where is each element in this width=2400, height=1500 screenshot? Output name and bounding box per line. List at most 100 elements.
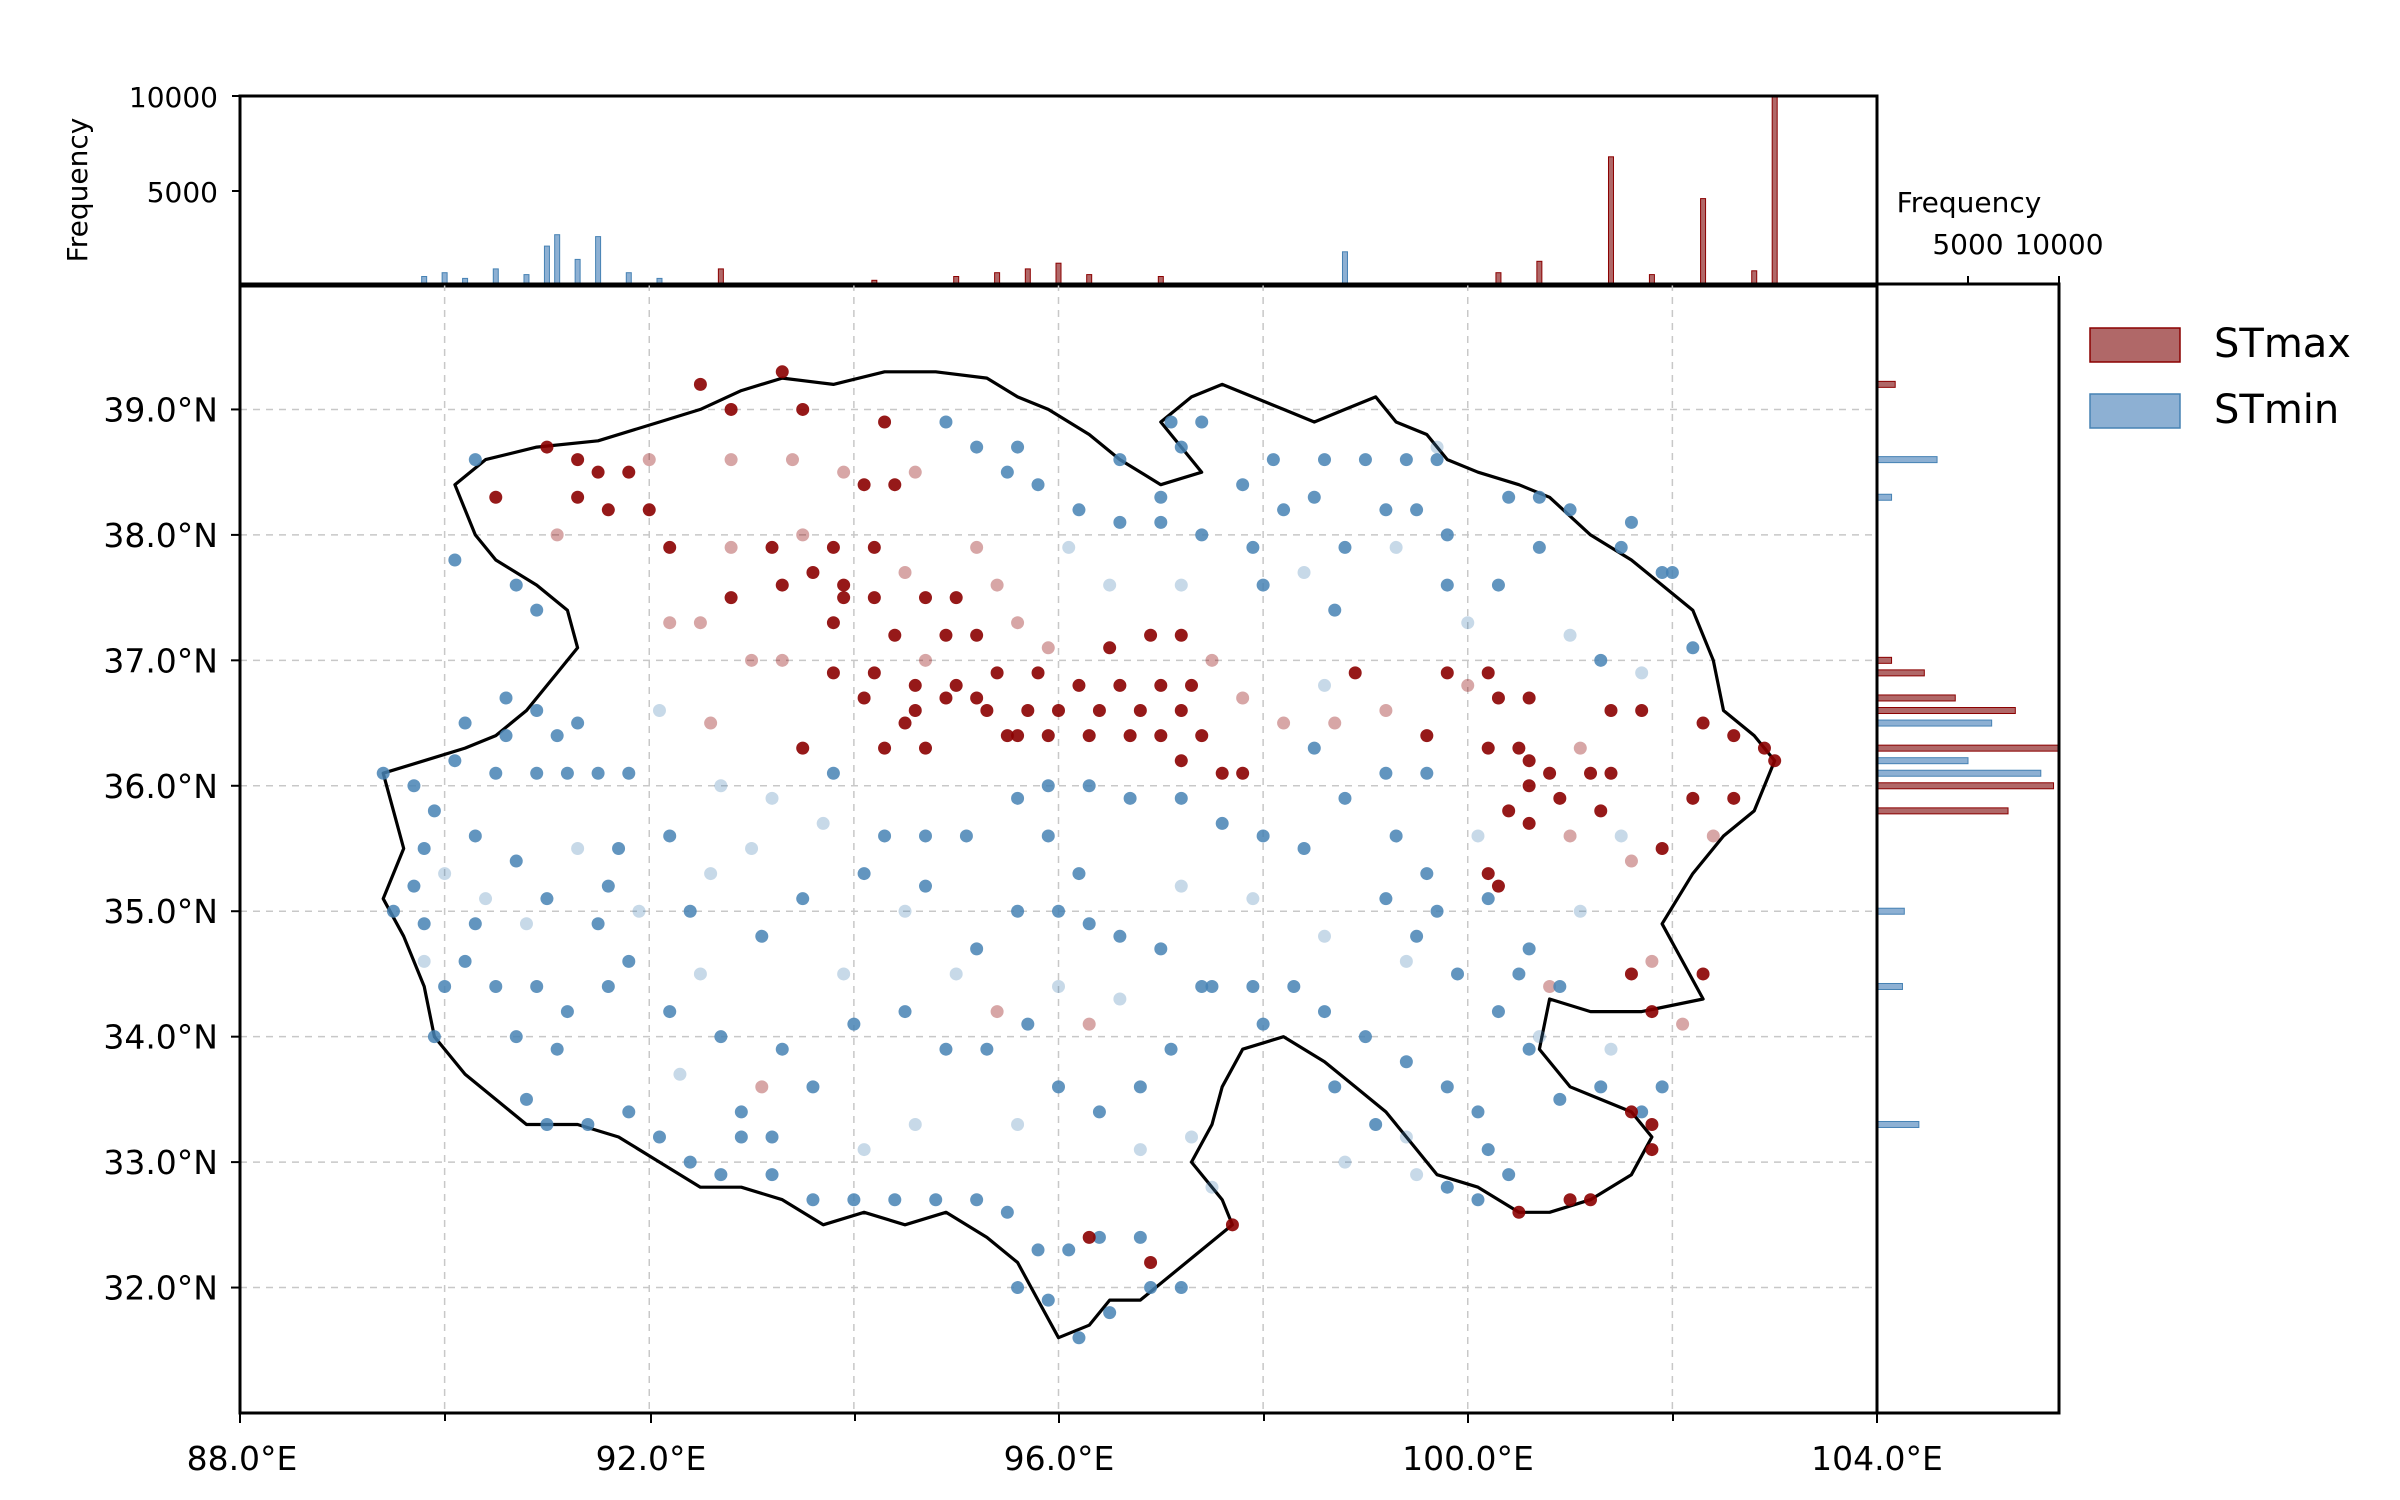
stmin-point [1358, 453, 1372, 467]
stmin-point-faint [1410, 1168, 1424, 1182]
stmax-point [724, 591, 738, 605]
stmin-point-faint [837, 967, 851, 981]
stmax-point [939, 691, 953, 705]
stmin-point [1113, 929, 1127, 943]
stmin-point [847, 1017, 861, 1031]
stmin-point [1389, 829, 1403, 843]
stmax-point [1113, 678, 1127, 692]
stmin-point-faint [1573, 904, 1587, 918]
stmin-point [1287, 979, 1301, 993]
top-hist-bar-stmin [554, 234, 561, 287]
stmax-point-faint [745, 653, 759, 667]
stmin-point [1215, 816, 1229, 830]
stmin-point [1246, 979, 1260, 993]
stmin-point [540, 892, 554, 906]
stmin-point [765, 1168, 779, 1182]
stmin-point [1451, 967, 1465, 981]
stmin-point-faint [1062, 540, 1076, 554]
stmin-point [1164, 1042, 1178, 1056]
stmin-point [806, 1193, 820, 1207]
top-hist-bar-stmin [574, 258, 581, 287]
stmax-point [1021, 704, 1035, 718]
stmax-point [642, 503, 656, 517]
stmax-point [1635, 704, 1649, 718]
stmin-point [1430, 904, 1444, 918]
stmax-point [1696, 716, 1710, 730]
stmin-point [499, 691, 513, 705]
stmax-point [663, 540, 677, 554]
stmin-point-faint [571, 842, 585, 855]
stmax-point-faint [918, 653, 932, 667]
stmin-point [1338, 791, 1352, 805]
stmin-point [1011, 904, 1025, 918]
stmax-point [1491, 879, 1505, 893]
stmin-point [1277, 503, 1291, 517]
stmin-point [939, 1042, 953, 1056]
stmax-point [1522, 816, 1536, 830]
y-tick-label: 34.0°N [103, 1018, 218, 1057]
y-tick-label: 32.0°N [103, 1269, 218, 1308]
stmin-point [1512, 967, 1526, 981]
x-tick-label: 88.0°E [187, 1439, 298, 1478]
stmin-point [1195, 415, 1209, 429]
stmin-point [417, 917, 431, 931]
stmax-point [1502, 804, 1516, 818]
x-tick-label: 96.0°E [1004, 1439, 1115, 1478]
stmax-point [1604, 766, 1618, 780]
stmax-point-faint [642, 453, 656, 467]
stmax-point [918, 591, 932, 605]
stmax-point-faint [1573, 741, 1587, 755]
stmax-point [1092, 704, 1106, 718]
y-tick-label: 37.0°N [103, 641, 218, 680]
stmax-point [1348, 666, 1362, 680]
stmax-point-faint [1676, 1017, 1690, 1031]
legend: STmax STmin [2089, 321, 2351, 433]
stmax-point [878, 415, 892, 429]
top-hist-bar-stmax [1700, 198, 1707, 287]
stmin-point-faint [908, 1117, 922, 1131]
stmin-point [530, 704, 544, 718]
stmin-point [1256, 829, 1270, 843]
stmin-point [407, 779, 421, 793]
stmin-point [775, 1042, 789, 1056]
stmin-point [1062, 1243, 1076, 1257]
stmin-point [796, 892, 810, 906]
stmin-point [714, 1030, 728, 1044]
stmin-point [1318, 1005, 1332, 1019]
stmax-point [1215, 766, 1229, 780]
stmin-point [1379, 766, 1393, 780]
stmin-point [1379, 892, 1393, 906]
stmax-point-faint [693, 616, 707, 630]
stmin-point [1358, 1030, 1372, 1044]
stmax-point [806, 566, 820, 580]
stmin-point [1328, 1080, 1342, 1094]
stmin-point-faint [745, 842, 759, 855]
stmax-point [796, 402, 810, 416]
stmin-point [1307, 490, 1321, 504]
stmin-point [1481, 892, 1495, 906]
stmax-point-faint [1011, 616, 1025, 630]
stmin-point [622, 954, 636, 968]
stmax-point [693, 377, 707, 391]
stmin-point [468, 829, 482, 843]
stmax-point [837, 591, 851, 605]
stmin-point [530, 766, 544, 780]
right-hist-bar-stmin [1876, 493, 1893, 501]
stmax-point-faint [1706, 829, 1720, 843]
stmax-point [1031, 666, 1045, 680]
stmin-point [714, 1168, 728, 1182]
stmax-point-faint [1624, 854, 1638, 868]
stmin-point [1440, 528, 1454, 542]
stmin-point-faint [816, 816, 830, 830]
stmin-point-faint [1430, 440, 1444, 454]
stmin-point [530, 979, 544, 993]
stmax-point [867, 591, 881, 605]
stmax-point-faint [1236, 691, 1250, 705]
stmin-point [1471, 1193, 1485, 1207]
stmin-point [755, 929, 769, 943]
top-hist-bar-stmin [1341, 251, 1348, 287]
stmin-point [918, 879, 932, 893]
stmax-point [1594, 804, 1608, 818]
stmin-point [1307, 741, 1321, 755]
map-grid [240, 284, 1877, 1413]
